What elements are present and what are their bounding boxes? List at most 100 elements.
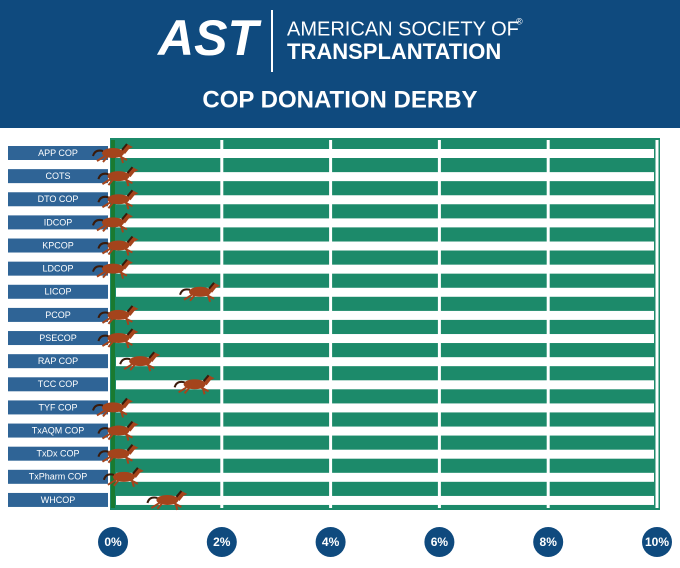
row-label-box xyxy=(8,238,108,253)
horse-mane xyxy=(126,166,134,174)
horse-tail xyxy=(97,450,109,458)
x-tick-label: 8% xyxy=(540,535,558,549)
horse-body xyxy=(107,240,130,251)
horse-legs xyxy=(96,409,128,418)
row-label-box xyxy=(8,446,108,461)
tick-badge xyxy=(206,527,237,557)
row-label: KPCOP xyxy=(42,240,74,250)
horse xyxy=(97,235,139,256)
horse-body xyxy=(107,171,130,182)
lane-stripe xyxy=(116,495,654,505)
row-label: APP COP xyxy=(38,148,78,158)
horse-legs xyxy=(96,270,128,279)
x-tick-label: 6% xyxy=(431,535,449,549)
horse xyxy=(146,490,188,511)
row-label-box xyxy=(8,284,108,299)
registered: ® xyxy=(516,16,523,26)
horse-body xyxy=(102,263,124,274)
horse-head xyxy=(126,305,139,316)
horse xyxy=(97,305,139,326)
lane-stripe xyxy=(116,149,654,158)
horse-mane xyxy=(121,212,128,221)
horse-mane xyxy=(126,444,134,452)
lane-stripe xyxy=(116,334,654,344)
row-label: TxAQM COP xyxy=(32,425,85,435)
row-label-box xyxy=(8,469,108,484)
horse-mane xyxy=(126,189,134,197)
horse-head xyxy=(126,444,139,455)
horse-tail xyxy=(97,242,109,249)
row-label-box xyxy=(8,400,108,415)
row-label: TxDx COP xyxy=(36,449,79,459)
lane-stripe xyxy=(116,241,654,251)
horse-head xyxy=(126,329,139,340)
horse-mane xyxy=(175,490,183,498)
horse-legs xyxy=(101,340,133,349)
horse-head xyxy=(121,144,133,154)
tick-badge xyxy=(424,527,455,557)
horse-body xyxy=(107,448,130,459)
horse-head xyxy=(202,375,215,386)
horse-body xyxy=(107,425,130,436)
horse-tail xyxy=(179,288,191,296)
tick-badge xyxy=(98,527,128,557)
horse-head xyxy=(121,398,133,409)
row-label-box xyxy=(8,354,108,369)
horse-tail xyxy=(97,311,109,319)
horse-legs xyxy=(96,224,128,233)
horse-mane xyxy=(126,420,134,429)
x-tick-label: 4% xyxy=(322,535,340,549)
horse xyxy=(119,351,161,372)
horse-mane xyxy=(132,467,139,475)
row-label: TCC COP xyxy=(38,379,79,389)
horse xyxy=(97,166,139,187)
horse-legs xyxy=(183,293,215,303)
horse-legs xyxy=(150,502,182,511)
horse-tail xyxy=(92,265,104,272)
horse xyxy=(92,212,133,233)
horse-legs xyxy=(101,317,133,326)
horse-mane xyxy=(121,259,128,267)
horse-head xyxy=(121,259,133,270)
horse-legs xyxy=(123,363,155,372)
row-label: IDCOP xyxy=(44,217,73,227)
lane-stripe xyxy=(116,264,654,274)
x-tick-label: 2% xyxy=(213,535,231,549)
tick-badge xyxy=(533,527,564,557)
row-label-box xyxy=(8,192,108,207)
horse-tail xyxy=(146,496,158,504)
horse-head xyxy=(126,190,139,201)
lane-stripe xyxy=(116,287,654,297)
row-label-box xyxy=(8,169,108,184)
row-label-box xyxy=(8,377,108,392)
row-label-box xyxy=(8,331,108,346)
row-label: LDCOP xyxy=(42,264,73,274)
horse-body xyxy=(102,402,124,413)
horse-legs xyxy=(178,386,210,395)
horse-body xyxy=(107,309,130,320)
row-label: PCOP xyxy=(45,310,71,320)
row-label: COTS xyxy=(45,171,70,181)
row-label: RAP COP xyxy=(38,356,78,366)
row-label: LICOP xyxy=(44,287,71,297)
row-label-box xyxy=(8,492,108,507)
lane-stripe xyxy=(116,310,654,320)
row-label-box xyxy=(8,307,108,322)
lane-stripe xyxy=(116,449,654,459)
horse-legs xyxy=(101,455,133,464)
horse-legs xyxy=(101,247,133,256)
horse-body xyxy=(189,286,212,297)
tick-badge xyxy=(642,527,672,557)
horse xyxy=(97,189,139,210)
horse-legs xyxy=(101,178,133,187)
org-line1: AMERICAN SOCIETY OF xyxy=(287,18,519,40)
header-band xyxy=(0,0,680,128)
tick-badge xyxy=(315,527,346,557)
horse-body xyxy=(129,356,152,367)
x-tick-label: 10% xyxy=(645,535,669,549)
horse-mane xyxy=(148,351,155,359)
horse-head xyxy=(131,467,144,478)
horse-tail xyxy=(92,149,104,157)
horse-head xyxy=(208,282,221,293)
horse-mane xyxy=(126,305,134,313)
